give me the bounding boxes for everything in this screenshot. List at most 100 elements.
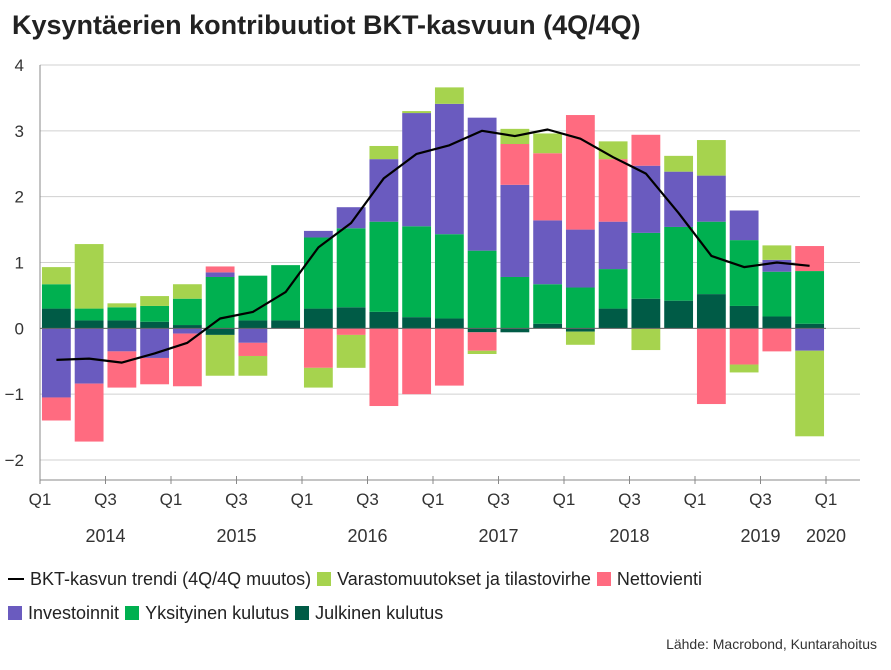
bar-investoinnit [664, 171, 694, 227]
bar-nettovienti [107, 351, 137, 388]
chart-plot: −2 −1 0 1 2 3 4 Q1 Q3 Q1 Q3 Q1 Q3 Q1 Q3 Q1 Q3 Q1 Q3 Q1 2014 2… [5, 56, 860, 546]
bar-julkinen-kulutus [434, 318, 464, 329]
bar-investoinnit [74, 328, 104, 384]
bar-nettovienti [369, 328, 399, 407]
x-tick-label: Q1 [29, 490, 52, 509]
x-tick-label: Q1 [553, 490, 576, 509]
bar-julkinen-kulutus [107, 320, 137, 329]
chart-title: Kysyntäerien kontribuutiot BKT-kasvuun (… [12, 10, 641, 40]
year-label: 2016 [347, 526, 387, 546]
bar-varastomuutokset-ja-tilastovirhe [795, 350, 825, 437]
legend-item: Julkinen kulutus [293, 603, 443, 624]
bar-nettovienti [336, 328, 366, 335]
x-tick-label: Q3 [749, 490, 772, 509]
legend-label: BKT-kasvun trendi (4Q/4Q muutos) [30, 568, 312, 589]
bar-yksityinen-kulutus [74, 308, 104, 321]
bar-nettovienti [467, 332, 497, 351]
trend-line [56, 128, 810, 364]
bar-varastomuutokset-ja-tilastovirhe [205, 334, 235, 376]
bar-investoinnit [631, 165, 661, 233]
x-tick-label: Q3 [618, 490, 641, 509]
bar-julkinen-kulutus [533, 323, 563, 329]
x-tick-label: Q1 [815, 490, 838, 509]
year-label: 2019 [740, 526, 780, 546]
bar-varastomuutokset-ja-tilastovirhe [467, 350, 497, 355]
bar-julkinen-kulutus [664, 300, 694, 329]
bar-varastomuutokset-ja-tilastovirhe [402, 111, 432, 114]
bar-yksityinen-kulutus [729, 240, 759, 306]
legend-label: Yksityinen kulutus [145, 602, 290, 623]
trend-line-layer [56, 128, 810, 364]
legend-label: Julkinen kulutus [315, 602, 444, 623]
bar-julkinen-kulutus [598, 308, 628, 329]
bar-varastomuutokset-ja-tilastovirhe [598, 141, 628, 160]
bar-nettovienti [795, 246, 825, 272]
bar-julkinen-kulutus [205, 328, 235, 335]
bar-yksityinen-kulutus [762, 271, 792, 317]
bar-yksityinen-kulutus [107, 307, 137, 321]
y-tick-label: 2 [15, 188, 24, 207]
bar-series [41, 87, 825, 442]
x-tick-label: Q1 [422, 490, 445, 509]
bar-investoinnit [303, 230, 333, 238]
legend-item: Investoinnit [6, 603, 119, 624]
legend-swatch [125, 606, 140, 620]
bar-nettovienti [729, 328, 759, 365]
bar-yksityinen-kulutus [664, 226, 694, 301]
bar-julkinen-kulutus [172, 325, 202, 329]
bar-julkinen-kulutus [565, 328, 595, 332]
bar-yksityinen-kulutus [140, 305, 170, 322]
bar-nettovienti [696, 328, 726, 405]
bar-yksityinen-kulutus [336, 228, 366, 308]
legend-item: BKT-kasvun trendi (4Q/4Q muutos) [6, 569, 311, 590]
bar-julkinen-kulutus [303, 308, 333, 329]
bar-varastomuutokset-ja-tilastovirhe [107, 303, 137, 308]
bar-yksityinen-kulutus [565, 287, 595, 329]
legend-item: Nettovienti [595, 569, 702, 590]
year-label: 2015 [216, 526, 256, 546]
bar-investoinnit [41, 328, 71, 398]
legend-label: Nettovienti [616, 568, 702, 589]
bar-yksityinen-kulutus [631, 232, 661, 299]
bar-investoinnit [795, 328, 825, 351]
bar-yksityinen-kulutus [696, 221, 726, 295]
x-tick-label: Q3 [487, 490, 510, 509]
x-tick-label: Q3 [94, 490, 117, 509]
bar-varastomuutokset-ja-tilastovirhe [762, 245, 792, 260]
source-note: Lähde: Macrobond, Kuntarahoitus [666, 636, 877, 652]
bar-varastomuutokset-ja-tilastovirhe [729, 364, 759, 373]
bar-varastomuutokset-ja-tilastovirhe [41, 267, 71, 285]
legend-swatch [8, 578, 24, 580]
bar-julkinen-kulutus [74, 320, 104, 329]
bar-investoinnit [696, 175, 726, 222]
bar-investoinnit [238, 328, 268, 343]
x-tick-label: Q3 [225, 490, 248, 509]
bar-julkinen-kulutus [140, 321, 170, 329]
legend-item: Varastomuutokset ja tilastovirhe [315, 569, 591, 590]
year-label: 2017 [478, 526, 518, 546]
y-tick-label: 4 [15, 56, 24, 75]
bar-investoinnit [467, 117, 497, 251]
bar-julkinen-kulutus [696, 294, 726, 329]
bar-investoinnit [107, 328, 137, 352]
bar-varastomuutokset-ja-tilastovirhe [172, 284, 202, 299]
legend-item: Yksityinen kulutus [123, 603, 289, 624]
bar-varastomuutokset-ja-tilastovirhe [303, 367, 333, 388]
bar-investoinnit [434, 103, 464, 235]
bar-yksityinen-kulutus [434, 234, 464, 319]
bar-investoinnit [172, 328, 202, 334]
bar-nettovienti [500, 144, 530, 185]
bar-yksityinen-kulutus [795, 271, 825, 324]
x-tick-label: Q1 [160, 490, 183, 509]
axes [39, 65, 860, 484]
bar-julkinen-kulutus [500, 328, 530, 333]
bar-nettovienti [205, 266, 235, 273]
bar-varastomuutokset-ja-tilastovirhe [336, 334, 366, 368]
y-tick-label: 3 [15, 122, 24, 141]
bar-julkinen-kulutus [271, 320, 301, 329]
bar-julkinen-kulutus [238, 320, 268, 329]
bar-yksityinen-kulutus [303, 237, 333, 309]
bar-investoinnit [565, 229, 595, 288]
legend-label: Investoinnit [28, 602, 120, 623]
y-tick-label: −2 [5, 451, 24, 470]
